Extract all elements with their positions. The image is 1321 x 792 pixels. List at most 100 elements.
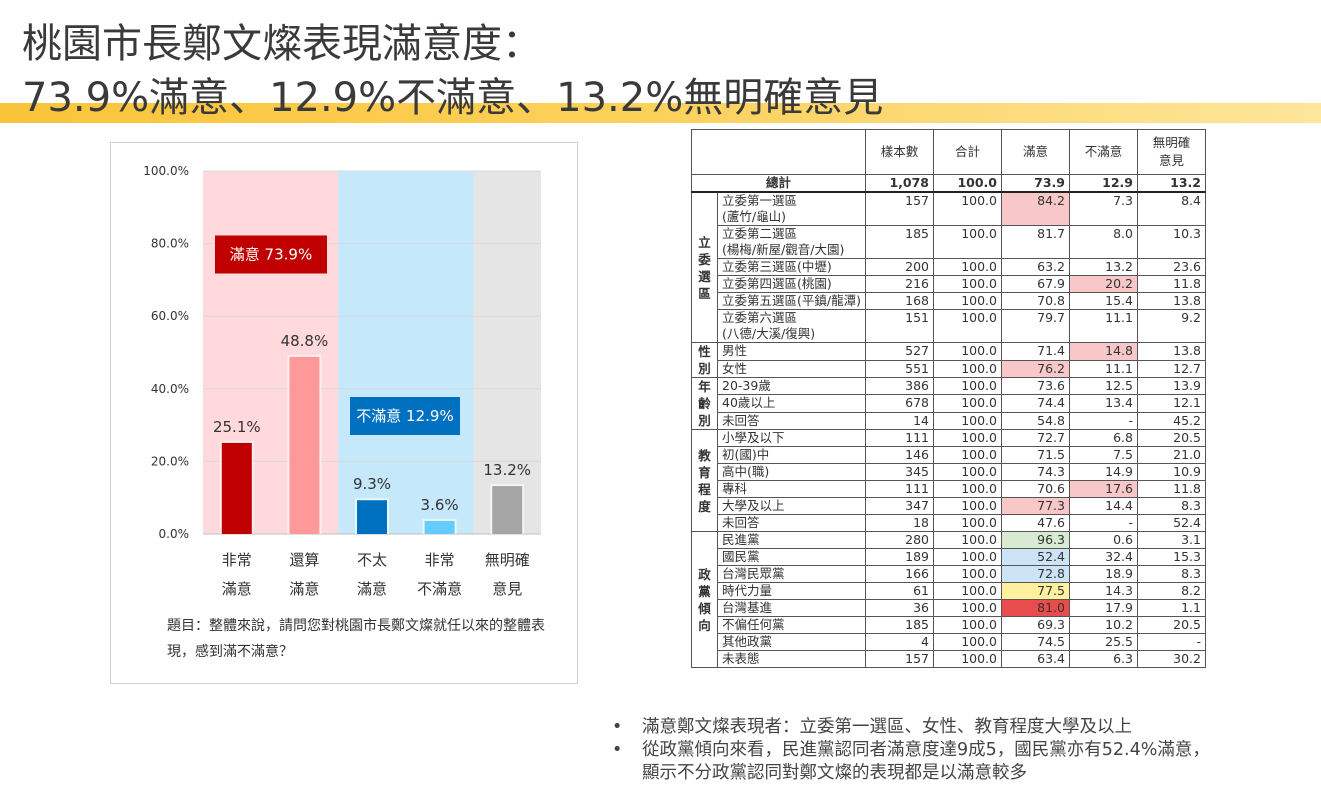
cell-value: 36 — [865, 599, 934, 617]
group-background-2 — [473, 171, 541, 534]
cell-value: 12.5 — [1069, 376, 1138, 396]
group-annotation-label: 不滿意 12.9% — [356, 407, 453, 425]
cell-value: 100.0 — [933, 463, 1002, 481]
note-1: 滿意鄭文燦表現者：立委第一選區、女性、教育程度大學及以上 — [642, 717, 1132, 737]
cell-value: 100.0 — [933, 191, 1002, 226]
cell-value: 100.0 — [933, 633, 1002, 651]
cell-value: 14.4 — [1069, 497, 1138, 515]
cell-value: 100.0 — [933, 480, 1002, 498]
cell-value: 280 — [865, 531, 934, 549]
table-header-row: 樣本數 合計 滿意 不滿意 無明確 意見 — [691, 129, 1206, 175]
cell-value: 81.7 — [1001, 225, 1070, 259]
cell-value: 11.1 — [1069, 309, 1138, 343]
cell-value: 20.2 — [1069, 275, 1138, 293]
cell-value: 20.5 — [1137, 616, 1206, 634]
row-label: 立委第六選區 (八德/大溪/復興) — [717, 309, 866, 343]
x-tick-label: 無明確 — [485, 551, 530, 569]
cell-value: 15.4 — [1069, 292, 1138, 310]
cell-value: 151 — [865, 309, 934, 343]
row-label: 台灣民眾黨 — [717, 565, 866, 583]
row-label: 未表態 — [717, 650, 866, 668]
cell-value: 14.8 — [1069, 342, 1138, 361]
cell-value: 21.0 — [1137, 446, 1206, 464]
cell-value: 100.0 — [933, 548, 1002, 566]
cell-value: 15.3 — [1137, 548, 1206, 566]
row-label: 未回答 — [717, 514, 866, 532]
cell-value: 23.6 — [1137, 258, 1206, 276]
cell-value: 13.4 — [1069, 394, 1138, 413]
cell-value: 100.0 — [933, 342, 1002, 361]
total-value: 100.0 — [933, 174, 1002, 193]
row-label: 不偏任何黨 — [717, 616, 866, 634]
table-row: 政黨傾向民進黨 280 100.0 96.3 0.6 3.1 — [691, 531, 1206, 668]
cell-value: 100.0 — [933, 497, 1002, 515]
y-tick-label: 40.0% — [151, 382, 189, 396]
cell-value: 52.4 — [1001, 548, 1070, 566]
row-label: 女性 — [717, 359, 866, 378]
cell-value: 11.8 — [1137, 480, 1206, 498]
group-label: 教育程度 — [691, 429, 718, 532]
note-2: 從政黨傾向來看，民進黨認同者滿意度達9成5，國民黨亦有52.4%滿意， — [642, 740, 1210, 760]
row-label: 大學及以上 — [717, 497, 866, 515]
cell-value: 1.1 — [1137, 599, 1206, 617]
cell-value: 100.0 — [933, 292, 1002, 310]
cell-value: - — [1137, 633, 1206, 651]
cell-value: 527 — [865, 342, 934, 361]
table-row: 時代力量 61 100.0 77.5 14.3 8.2 — [692, 582, 1206, 600]
row-label: 小學及以下 — [717, 429, 866, 447]
table-row: 立委第五選區(平鎮/龍潭) 168 100.0 70.8 15.4 13.8 — [692, 292, 1206, 310]
x-tick-label: 意見 — [492, 580, 522, 598]
page-title-line2: 73.9%滿意、12.9%不滿意、13.2%無明確意見 — [22, 75, 884, 121]
table-row: 其他政黨 4 100.0 74.5 25.5- — [692, 633, 1206, 651]
total-value: 13.2 — [1137, 174, 1206, 193]
cell-value: 9.2 — [1137, 309, 1206, 343]
cell-value: 70.8 — [1001, 292, 1070, 310]
cell-value: 71.5 — [1001, 446, 1070, 464]
cell-value: 8.4 — [1137, 191, 1206, 226]
cell-value: 8.2 — [1137, 582, 1206, 600]
cell-value: 54.8 — [1001, 411, 1070, 431]
cell-value: 100.0 — [933, 599, 1002, 617]
total-value: 12.9 — [1069, 174, 1138, 193]
cell-value: 63.2 — [1001, 258, 1070, 276]
table-row: 專科 111 100.0 70.6 17.6 11.8 — [692, 480, 1206, 498]
cell-value: 100.0 — [933, 309, 1002, 343]
table-row: 立委第四選區(桃園) 216 100.0 67.9 20.2 11.8 — [692, 275, 1206, 293]
total-value: 1,078 — [865, 174, 934, 193]
table-row: 女性 551 100.0 76.2 11.1 12.7 — [692, 359, 1206, 378]
cell-value: 69.3 — [1001, 616, 1070, 634]
cell-value: 100.0 — [933, 275, 1002, 293]
cell-value: 17.6 — [1069, 480, 1138, 498]
cell-value: 10.2 — [1069, 616, 1138, 634]
row-label: 立委第四選區(桃園) — [717, 275, 866, 293]
row-label: 高中(職) — [717, 463, 866, 481]
cell-value: 11.8 — [1137, 275, 1206, 293]
cell-value: 14 — [865, 411, 934, 431]
table-row: 未表態 157 100.0 63.4 6.3 30.2 — [692, 650, 1206, 668]
table-row: 性別男性 527 100.0 71.4 14.8 13.8 — [691, 342, 1206, 378]
group-label: 立委選區 — [691, 191, 718, 343]
row-label: 立委第一選區 (蘆竹/龜山) — [717, 191, 866, 226]
cell-value: 8.3 — [1137, 565, 1206, 583]
cell-value: 76.2 — [1001, 359, 1070, 378]
cell-value: 81.0 — [1001, 599, 1070, 617]
cell-value: 12.1 — [1137, 394, 1206, 413]
cell-value: 386 — [865, 376, 934, 396]
table-row: 台灣基進 36 100.0 81.0 17.9 1.1 — [692, 599, 1206, 617]
cell-value: 111 — [865, 429, 934, 447]
cell-value: 14.9 — [1069, 463, 1138, 481]
cell-value: 70.6 — [1001, 480, 1070, 498]
row-label: 民進黨 — [717, 531, 866, 549]
row-label: 立委第五選區(平鎮/龍潭) — [717, 292, 866, 310]
cell-value: 168 — [865, 292, 934, 310]
cell-value: 10.3 — [1137, 225, 1206, 259]
cell-value: 100.0 — [933, 359, 1002, 378]
crosstab-table: 樣本數 合計 滿意 不滿意 無明確 意見 總計 1,078 100.0 73.9 12.9 13.2 立… — [691, 129, 1206, 668]
row-label: 初(國)中 — [717, 446, 866, 464]
cell-value: 189 — [865, 548, 934, 566]
cell-value: 200 — [865, 258, 934, 276]
cell-value: 14.3 — [1069, 582, 1138, 600]
cell-value: 17.9 — [1069, 599, 1138, 617]
group-annotation-box — [215, 235, 327, 274]
total-label: 總計 — [691, 174, 866, 193]
